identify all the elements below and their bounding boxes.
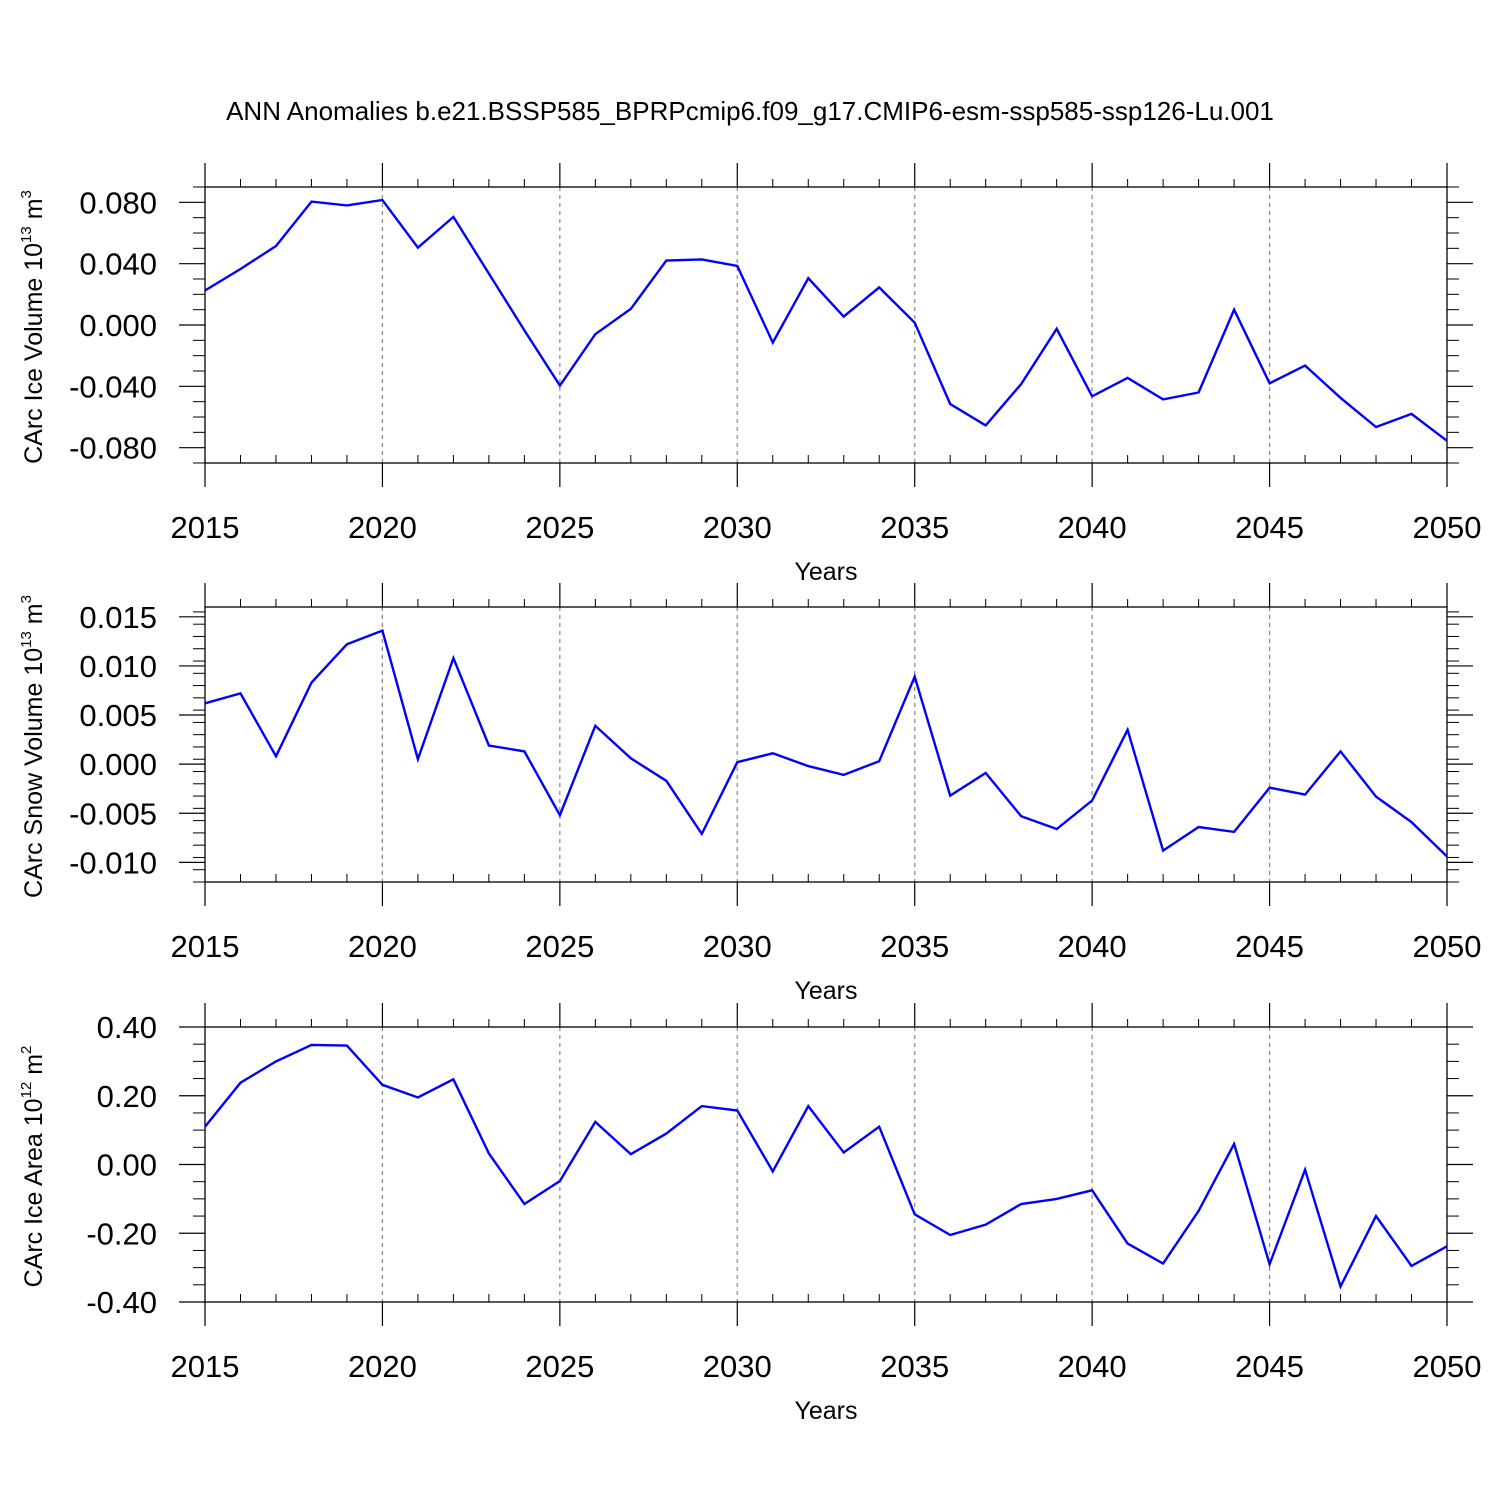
y-tick-label: -0.20 [86, 1216, 157, 1251]
x-axis-label: Years [794, 1397, 857, 1425]
series-line [204, 198, 1448, 442]
series-line [204, 629, 1448, 858]
y-tick-label: -0.010 [69, 845, 157, 880]
y-tick-label: -0.080 [69, 431, 157, 466]
x-axis-label: Years [794, 977, 857, 1005]
x-tick-label: 2050 [1413, 1349, 1482, 1384]
x-tick-label: 2020 [348, 510, 417, 545]
x-tick-label: 2035 [880, 510, 949, 545]
x-tick-label: 2025 [525, 929, 594, 964]
plot-frame [204, 186, 1448, 464]
x-tick-label: 2040 [1058, 929, 1127, 964]
y-axis-label: CArc Snow Volume 1013 m3 [18, 595, 48, 898]
plot-frame [204, 1026, 1448, 1303]
y-tick-label: 0.000 [79, 308, 157, 343]
x-axis-label: Years [794, 558, 857, 586]
y-tick-label: 0.080 [79, 185, 157, 220]
y-tick-label: 0.040 [79, 247, 157, 282]
y-tick-label: 0.005 [79, 698, 157, 733]
x-tick-label: 2045 [1235, 510, 1304, 545]
x-tick-label: 2020 [348, 929, 417, 964]
x-tick-label: 2025 [525, 1349, 594, 1384]
x-tick-label: 2015 [171, 510, 240, 545]
y-tick-label: 0.40 [97, 1010, 157, 1045]
x-tick-label: 2035 [880, 929, 949, 964]
x-tick-label: 2030 [703, 510, 772, 545]
panel-3: 2015 2020 2025 2030 2035 2040 2045 2050 0.40 0.20… [18, 1003, 1481, 1425]
x-tick-label: 2020 [348, 1349, 417, 1384]
x-tick-label: 2040 [1058, 1349, 1127, 1384]
x-tick-label: 2035 [880, 1349, 949, 1384]
figure-title: ANN Anomalies b.e21.BSSP585_BPRPcmip6.f0… [226, 96, 1274, 126]
y-tick-label: 0.20 [97, 1079, 157, 1114]
panel-2: 2015 2020 2025 2030 2035 2040 2045 2050 0.015 0.0… [18, 583, 1481, 1005]
y-tick-label: 0.010 [79, 649, 157, 684]
x-tick-label: 2025 [525, 510, 594, 545]
x-tick-label: 2050 [1413, 929, 1482, 964]
x-tick-label: 2050 [1413, 510, 1482, 545]
y-tick-label: -0.40 [86, 1285, 157, 1320]
x-tick-label: 2015 [171, 1349, 240, 1384]
x-tick-label: 2040 [1058, 510, 1127, 545]
x-tick-label: 2030 [703, 1349, 772, 1384]
x-tick-label: 2045 [1235, 1349, 1304, 1384]
y-axis-label: CArc Ice Volume 1013 m3 [18, 190, 48, 464]
panel-1: 2015 2020 2025 2030 2035 2040 2045 2050 0.080 0.0… [18, 163, 1481, 586]
y-tick-label: -0.005 [69, 796, 157, 831]
y-tick-label: 0.00 [97, 1148, 157, 1183]
y-axis-label: CArc Ice Area 1012 m2 [18, 1046, 48, 1288]
y-tick-label: 0.015 [79, 600, 157, 635]
x-tick-label: 2030 [703, 929, 772, 964]
x-tick-label: 2045 [1235, 929, 1304, 964]
series-line [204, 1043, 1448, 1290]
plot-frame [204, 606, 1448, 883]
y-tick-label: -0.040 [69, 369, 157, 404]
x-tick-label: 2015 [171, 929, 240, 964]
y-tick-label: 0.000 [79, 747, 157, 782]
